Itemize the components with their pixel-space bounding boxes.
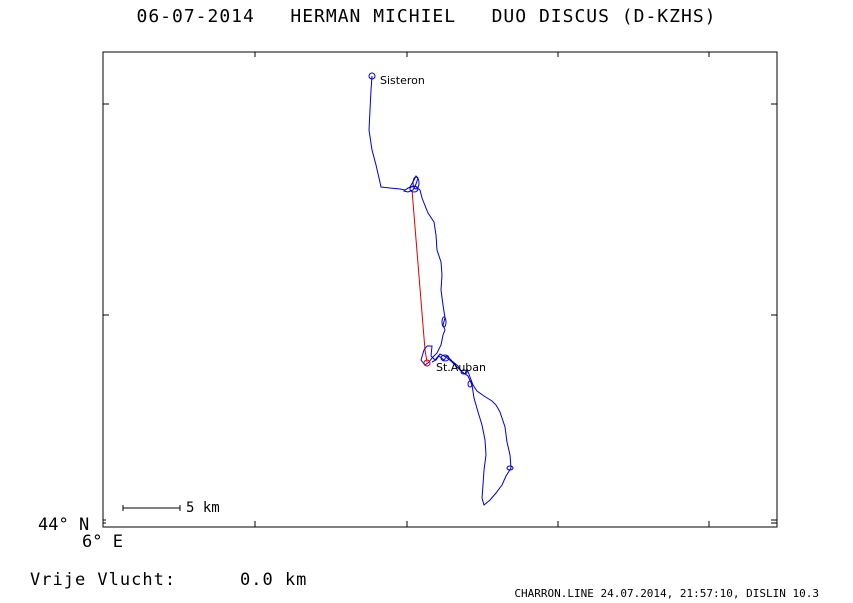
- scale-bar: [122, 505, 181, 511]
- axis-ticks: [103, 52, 777, 527]
- origin-latitude-label: 44° N: [38, 515, 90, 535]
- st-auban-marker: [423, 359, 431, 367]
- footer-credits: CHARRON.LINE 24.07.2014, 21:57:10, DISLI…: [514, 587, 819, 600]
- sisteron-marker: [368, 72, 376, 80]
- free-flight-value: 0.0 km: [240, 570, 308, 590]
- flight-track: [368, 75, 512, 506]
- place-label-sisteron: Sisteron: [380, 74, 425, 87]
- scale-bar-label: 5 km: [186, 500, 220, 516]
- task-leg-line: [411, 189, 428, 363]
- thermal-loops: [409, 176, 514, 471]
- place-label-st-auban: St.Auban: [436, 361, 486, 374]
- free-flight-label: Vrije Vlucht:: [30, 570, 177, 590]
- map-frame: [102, 51, 778, 528]
- map-title: 06-07-2014 HERMAN MICHIEL DUO DISCUS (D-…: [136, 6, 717, 27]
- origin-longitude-label: 6° E: [82, 532, 123, 552]
